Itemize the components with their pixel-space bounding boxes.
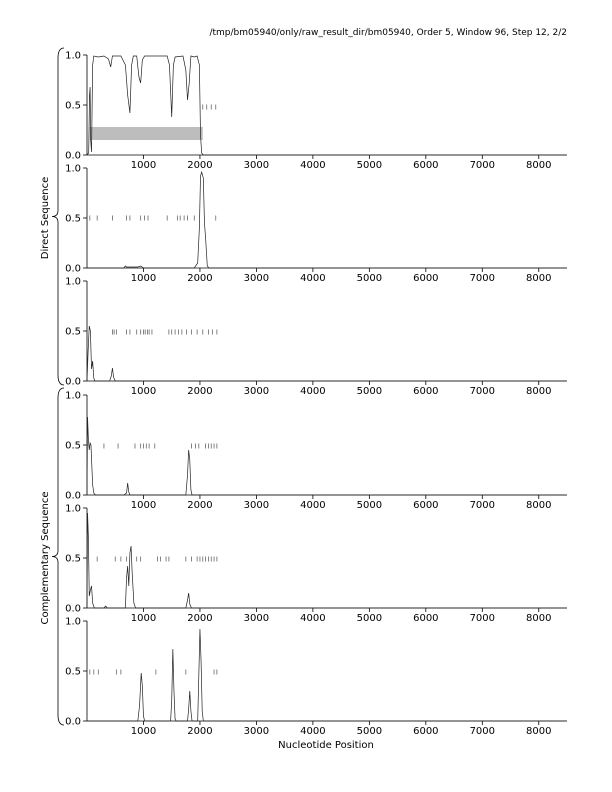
x-tick-label: 1000 [131,160,156,171]
x-tick-label: 6000 [413,273,438,284]
y-tick-label: 0.0 [65,377,81,388]
x-tick-label: 3000 [244,273,269,284]
x-tick-label: 1000 [131,613,156,624]
x-tick-label: 1000 [131,726,156,737]
x-tick-label: 4000 [300,273,325,284]
x-tick-label: 8000 [526,386,551,397]
x-tick-label: 7000 [470,726,495,737]
y-tick-label: 0.5 [65,667,81,678]
group-label-complementary: Complementary Sequence [40,492,51,625]
series-line [86,416,567,496]
panel-3: 0.0 0.5 1.0 1000 2000 3000 4000 5000 6000 7000 800… [65,277,567,397]
y-tick-label: 1.0 [65,391,81,402]
x-tick-label: 3000 [244,726,269,737]
x-tick-label: 8000 [526,726,551,737]
x-tick-label: 3000 [244,160,269,171]
x-tick-label: 2000 [187,726,212,737]
x-tick-label: 2000 [187,386,212,397]
x-tick-label: 1000 [131,386,156,397]
y-tick-label: 1.0 [65,164,81,175]
y-tick-label: 1.0 [65,504,81,515]
brace-direct [51,47,65,386]
x-tick-label: 1000 [131,273,156,284]
x-axis-label: Nucleotide Position [278,740,374,751]
x-tick-label: 8000 [526,613,551,624]
x-tick-label: 6000 [413,500,438,511]
y-tick-label: 0.0 [65,151,81,162]
x-tick-label: 4000 [300,500,325,511]
panel-1: 0.0 0.5 1.0 1000 2000 3000 4000 5000 6000 7000 800… [65,51,567,171]
chart-title: /tmp/bm05940/only/raw_result_dir/bm05940… [209,28,567,38]
panel-2: 0.0 0.5 1.0 1000 2000 3000 4000 5000 6000 7000 800… [65,164,567,284]
y-tick-label: 0.0 [65,604,81,615]
x-tick-label: 2000 [187,613,212,624]
x-tick-label: 6000 [413,160,438,171]
y-tick-label: 0.5 [65,441,81,452]
panel-4: 0.0 0.5 1.0 1000 2000 3000 4000 5000 6000 7000 800… [65,391,567,511]
x-tick-label: 3000 [244,386,269,397]
x-tick-label: 5000 [357,273,382,284]
x-tick-label: 5000 [357,160,382,171]
y-tick-label: 0.5 [65,554,81,565]
x-tick-label: 7000 [470,613,495,624]
x-tick-label: 8000 [526,500,551,511]
panel-5: 0.0 0.5 1.0 1000 2000 3000 4000 5000 6000 7000 800… [65,504,567,624]
y-tick-label: 1.0 [65,277,81,288]
series-line [86,325,567,382]
x-tick-label: 6000 [413,613,438,624]
x-tick-label: 4000 [300,726,325,737]
x-tick-label: 4000 [300,613,325,624]
group-label-direct: Direct Sequence [40,177,51,259]
y-tick-label: 0.5 [65,327,81,338]
x-tick-label: 7000 [470,386,495,397]
x-tick-label: 8000 [526,160,551,171]
x-tick-label: 5000 [357,726,382,737]
x-tick-label: 4000 [300,160,325,171]
x-tick-label: 5000 [357,500,382,511]
y-tick-label: 0.0 [65,491,81,502]
x-tick-label: 5000 [357,386,382,397]
series-line [87,170,567,269]
y-tick-label: 0.0 [65,264,81,275]
y-tick-label: 1.0 [65,617,81,628]
y-tick-label: 1.0 [65,51,81,62]
series-line [86,55,567,156]
x-tick-label: 4000 [300,386,325,397]
x-tick-label: 7000 [470,160,495,171]
x-tick-label: 7000 [470,500,495,511]
x-tick-label: 3000 [244,500,269,511]
x-tick-label: 1000 [131,500,156,511]
panel-6: 0.0 0.5 1.0 1000 2000 3000 4000 5000 6000 7000 800… [65,617,567,737]
brace-complementary [51,387,65,726]
y-tick-label: 0.0 [65,717,81,728]
series-line [87,628,567,722]
x-tick-label: 7000 [470,273,495,284]
x-tick-label: 2000 [187,160,212,171]
x-tick-label: 6000 [413,726,438,737]
x-tick-label: 2000 [187,500,212,511]
y-tick-label: 0.5 [65,214,81,225]
series-line [86,512,567,609]
x-tick-label: 6000 [413,386,438,397]
shaded-region [89,127,203,140]
x-tick-label: 8000 [526,273,551,284]
x-tick-label: 5000 [357,613,382,624]
x-tick-label: 3000 [244,613,269,624]
chart-panels: 0.0 0.5 1.0 1000 2000 3000 4000 5000 6000 7000 800… [65,51,567,737]
y-tick-label: 0.5 [65,101,81,112]
x-tick-label: 2000 [187,273,212,284]
